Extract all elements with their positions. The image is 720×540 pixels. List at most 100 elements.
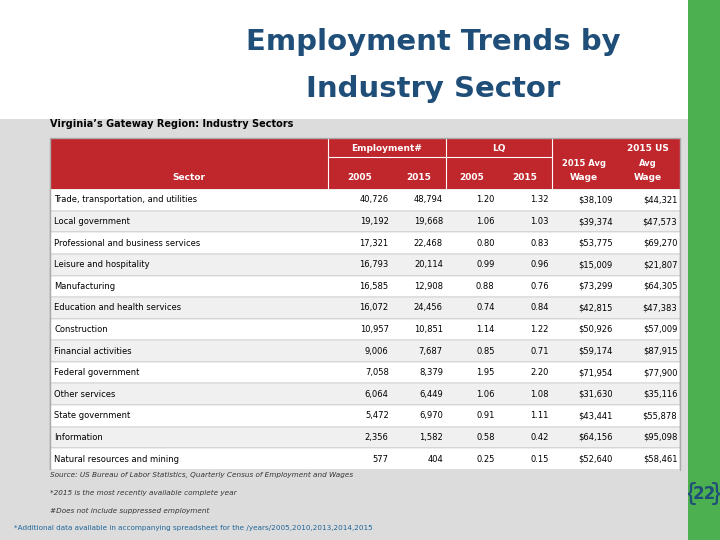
- Text: Natural resources and mining: Natural resources and mining: [54, 455, 179, 463]
- Text: $52,640: $52,640: [579, 455, 613, 463]
- Text: 2.20: 2.20: [531, 368, 549, 377]
- Text: $31,630: $31,630: [578, 390, 613, 399]
- Text: 2,356: 2,356: [365, 433, 389, 442]
- Text: 17,321: 17,321: [359, 239, 389, 248]
- Bar: [50, 297, 680, 319]
- Text: $47,383: $47,383: [642, 303, 678, 313]
- Text: State government: State government: [54, 411, 130, 420]
- Text: Construction: Construction: [54, 325, 108, 334]
- Text: 2015: 2015: [407, 173, 431, 182]
- Text: *Additional data available in accompanying spreadsheet for the /years/2005,2010,: *Additional data available in accompanyi…: [14, 525, 372, 531]
- Text: 10,851: 10,851: [414, 325, 443, 334]
- Text: 1.06: 1.06: [476, 217, 495, 226]
- Text: Source: US Bureau of Labor Statistics, Quarterly Census of Employment and Wages: Source: US Bureau of Labor Statistics, Q…: [50, 472, 354, 478]
- Text: Virginia’s Gateway Region: Industry Sectors: Virginia’s Gateway Region: Industry Sect…: [50, 119, 294, 130]
- Text: 16,072: 16,072: [359, 303, 389, 313]
- Text: 1.06: 1.06: [476, 390, 495, 399]
- Text: 0.88: 0.88: [476, 282, 495, 291]
- Text: 0.91: 0.91: [476, 411, 495, 420]
- Text: $43,441: $43,441: [579, 411, 613, 420]
- Text: 2005: 2005: [347, 173, 372, 182]
- Text: $58,461: $58,461: [643, 455, 678, 463]
- Bar: [50, 211, 680, 232]
- Bar: [50, 138, 680, 189]
- Text: Employment Trends by: Employment Trends by: [246, 28, 621, 56]
- Text: $35,116: $35,116: [643, 390, 678, 399]
- Bar: [50, 362, 680, 383]
- Text: $15,009: $15,009: [579, 260, 613, 269]
- Text: Avg: Avg: [639, 159, 657, 168]
- Text: 1.14: 1.14: [476, 325, 495, 334]
- Text: 6,449: 6,449: [419, 390, 443, 399]
- Text: Education and health services: Education and health services: [54, 303, 181, 313]
- Text: 16,585: 16,585: [359, 282, 389, 291]
- Bar: [50, 189, 680, 211]
- Text: Trade, transportation, and utilities: Trade, transportation, and utilities: [54, 195, 197, 205]
- Text: 48,794: 48,794: [414, 195, 443, 205]
- Text: {: {: [683, 482, 699, 506]
- Text: }: }: [708, 482, 720, 506]
- Bar: [50, 427, 680, 448]
- Text: Employment#: Employment#: [351, 144, 422, 153]
- Text: 0.96: 0.96: [530, 260, 549, 269]
- Text: 6,970: 6,970: [419, 411, 443, 420]
- Text: Financial activities: Financial activities: [54, 347, 132, 355]
- Text: 7,058: 7,058: [365, 368, 389, 377]
- Text: 0.42: 0.42: [531, 433, 549, 442]
- Text: Sector: Sector: [173, 173, 205, 182]
- Text: $39,374: $39,374: [578, 217, 613, 226]
- Bar: [50, 319, 680, 340]
- Text: 22,468: 22,468: [414, 239, 443, 248]
- Text: 12,908: 12,908: [414, 282, 443, 291]
- Text: $87,915: $87,915: [643, 347, 678, 355]
- Bar: [50, 448, 680, 470]
- Text: $71,954: $71,954: [579, 368, 613, 377]
- Text: 1.95: 1.95: [476, 368, 495, 377]
- Text: 0.85: 0.85: [476, 347, 495, 355]
- Text: $64,305: $64,305: [643, 282, 678, 291]
- Text: *2015 is the most recently available complete year: *2015 is the most recently available com…: [50, 490, 237, 496]
- Text: Other services: Other services: [54, 390, 115, 399]
- Bar: [50, 340, 680, 362]
- Text: 5,472: 5,472: [365, 411, 389, 420]
- Text: 9,006: 9,006: [365, 347, 389, 355]
- Text: 0.74: 0.74: [476, 303, 495, 313]
- Text: LQ: LQ: [492, 144, 505, 153]
- Text: 1.22: 1.22: [531, 325, 549, 334]
- Text: 2015: 2015: [513, 173, 537, 182]
- Text: Local government: Local government: [54, 217, 130, 226]
- Text: 1.08: 1.08: [530, 390, 549, 399]
- Bar: [50, 232, 680, 254]
- Text: $95,098: $95,098: [643, 433, 678, 442]
- Text: $42,815: $42,815: [579, 303, 613, 313]
- Text: $59,174: $59,174: [579, 347, 613, 355]
- Text: 2005: 2005: [459, 173, 485, 182]
- Text: Leisure and hospitality: Leisure and hospitality: [54, 260, 150, 269]
- Text: $53,775: $53,775: [578, 239, 613, 248]
- Text: #Does not include suppressed employment: #Does not include suppressed employment: [50, 508, 210, 514]
- Text: $64,156: $64,156: [578, 433, 613, 442]
- Text: 1,582: 1,582: [419, 433, 443, 442]
- Text: $44,321: $44,321: [643, 195, 678, 205]
- Text: 16,793: 16,793: [359, 260, 389, 269]
- Text: 7,687: 7,687: [419, 347, 443, 355]
- Text: 0.76: 0.76: [530, 282, 549, 291]
- Text: Professional and business services: Professional and business services: [54, 239, 200, 248]
- Text: 577: 577: [373, 455, 389, 463]
- Text: 1.03: 1.03: [530, 217, 549, 226]
- Text: 0.80: 0.80: [476, 239, 495, 248]
- Text: $73,299: $73,299: [578, 282, 613, 291]
- Text: 22: 22: [692, 485, 716, 503]
- Text: Federal government: Federal government: [54, 368, 140, 377]
- Text: $21,807: $21,807: [643, 260, 678, 269]
- Bar: [50, 405, 680, 427]
- Text: 2015 US: 2015 US: [627, 144, 669, 153]
- Text: 20,114: 20,114: [414, 260, 443, 269]
- Text: 0.83: 0.83: [530, 239, 549, 248]
- Text: Information: Information: [54, 433, 103, 442]
- Text: Industry Sector: Industry Sector: [306, 75, 560, 103]
- Text: $50,926: $50,926: [579, 325, 613, 334]
- Text: 10,957: 10,957: [360, 325, 389, 334]
- Text: 0.71: 0.71: [530, 347, 549, 355]
- Bar: [50, 383, 680, 405]
